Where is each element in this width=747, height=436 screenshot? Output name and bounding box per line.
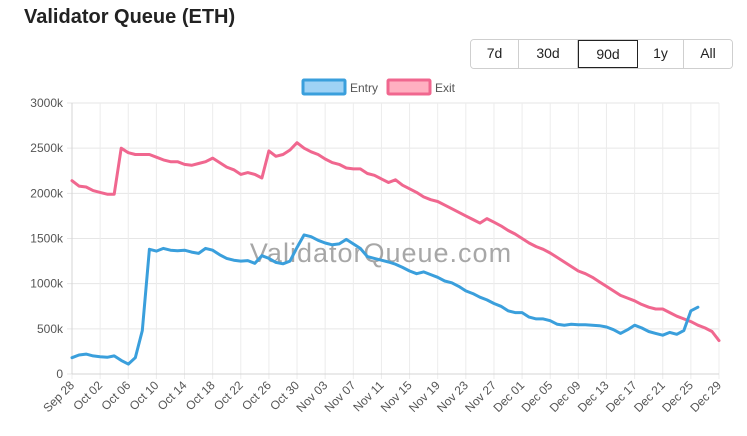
legend-entry-label[interactable]: Entry	[350, 81, 378, 95]
series-line-entry[interactable]	[70, 233, 700, 366]
x-tick-label: Oct 26	[239, 378, 274, 413]
watermark: ValidatorQueue.com	[250, 238, 512, 268]
series-line-exit[interactable]	[70, 141, 721, 343]
x-tick-label: Sep 28	[40, 378, 77, 415]
x-tick-label: Oct 14	[155, 378, 190, 413]
y-tick-label: 0	[56, 367, 63, 381]
page-title: Validator Queue (ETH)	[24, 6, 236, 28]
range-7d-button[interactable]: 7d	[471, 40, 519, 68]
x-tick-label: Dec 29	[687, 378, 724, 415]
range-30d-button[interactable]: 30d	[519, 40, 578, 68]
range-all-button[interactable]: All	[684, 40, 732, 68]
y-tick-label: 1500k	[30, 232, 64, 246]
y-tick-label: 500k	[37, 322, 64, 336]
x-tick-label: Oct 06	[98, 378, 133, 413]
series	[70, 141, 721, 366]
legend[interactable]: Entry Exit	[301, 78, 456, 96]
y-tick-label: 1000k	[30, 277, 64, 291]
legend-entry-swatch[interactable]	[301, 78, 347, 96]
y-axis: 0 500k 1000k 1500k 2000k 2500k 3000k	[30, 96, 64, 381]
x-tick-label: Oct 02	[70, 378, 105, 413]
x-tick-label: Nov 07	[322, 378, 359, 415]
time-range-selector: 7d 30d 90d 1y All	[470, 39, 733, 69]
x-tick-label: Oct 18	[183, 378, 218, 413]
y-tick-label: 2000k	[30, 186, 64, 200]
y-tick-label: 3000k	[30, 96, 64, 110]
x-tick-label: Oct 10	[127, 378, 162, 413]
range-90d-button[interactable]: 90d	[578, 40, 638, 68]
range-1y-button[interactable]: 1y	[638, 40, 684, 68]
legend-exit-swatch[interactable]	[386, 78, 432, 96]
y-tick-label: 2500k	[30, 141, 64, 155]
x-tick-label: Oct 22	[211, 378, 246, 413]
legend-exit-label[interactable]: Exit	[435, 81, 456, 95]
